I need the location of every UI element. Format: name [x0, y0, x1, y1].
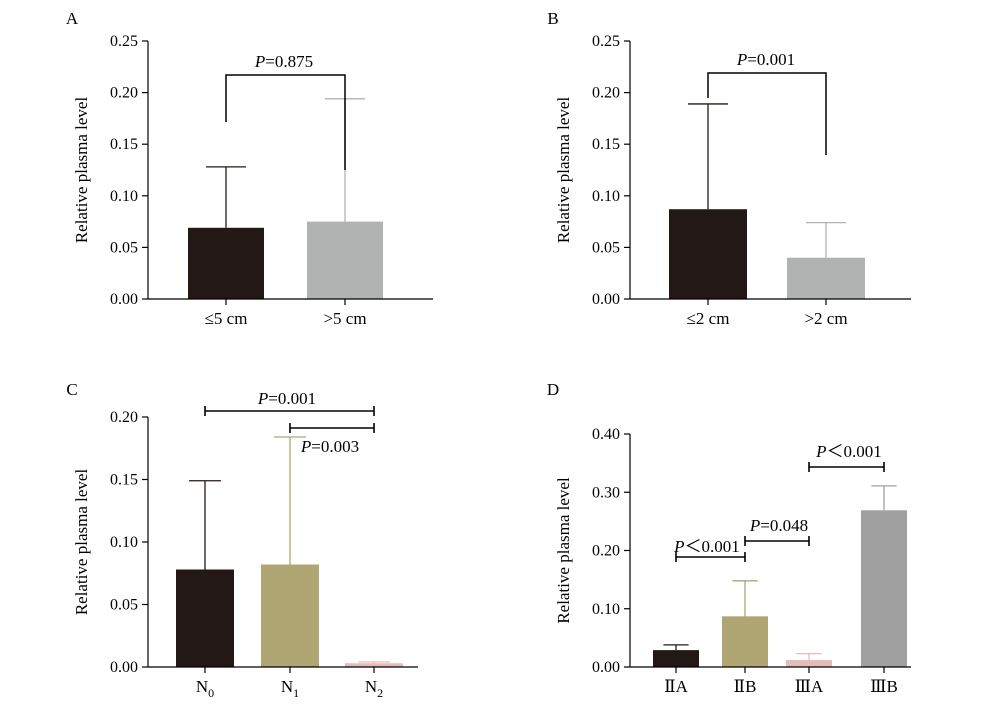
y-tick-label: 0.20 [592, 543, 620, 560]
p-value-label: P=0.001 [257, 389, 316, 408]
p-value-label: P=0.001 [736, 50, 795, 69]
chart-panel-a: A Relative plasma level 0.00 0.05 0.10 0.15 0.… [66, 9, 433, 328]
x-tick-label: N2 [365, 677, 383, 700]
p-value-label: P＜0.001 [673, 537, 740, 556]
y-tick-label: 0.00 [592, 659, 620, 676]
x-tick-label: >2 cm [804, 309, 847, 328]
y-tick-label: 0.10 [110, 534, 138, 551]
x-tick-label: ⅢB [870, 677, 898, 696]
y-tick-label: 0.25 [110, 33, 138, 50]
x-tick-label: ⅡB [734, 677, 757, 696]
x-tick-label: N0 [196, 677, 214, 700]
bar [787, 257, 865, 299]
y-tick-label: 0.30 [592, 484, 620, 501]
x-tick-label: ≤2 cm [687, 309, 730, 328]
y-tick-label: 0.15 [110, 472, 138, 489]
x-tick-label: >5 cm [323, 309, 366, 328]
y-tick-label: 0.15 [592, 136, 620, 153]
y-tick-label: 0.20 [110, 85, 138, 102]
y-tick-label: 0.25 [592, 33, 620, 50]
panel-label: C [66, 380, 77, 399]
y-axis-label: Relative plasma level [554, 97, 573, 244]
significance-bracket [707, 72, 827, 155]
y-tick-label: 0.00 [110, 291, 138, 308]
p-value-label: P=0.875 [254, 52, 313, 71]
bar [261, 564, 319, 667]
bar [861, 510, 907, 667]
x-tick-label: N1 [281, 677, 299, 700]
y-axis-label: Relative plasma level [554, 477, 573, 624]
p-value-label: P=0.003 [300, 437, 359, 456]
bar [188, 227, 264, 299]
y-tick-label: 0.20 [110, 409, 138, 426]
chart-panel-d: D Relative plasma level 0.00 0.10 0.20 0.30 0.… [547, 380, 911, 696]
significance-bracket [225, 74, 346, 170]
y-tick-label: 0.00 [110, 659, 138, 676]
y-tick-label: 0.10 [592, 188, 620, 205]
y-tick-label: 0.00 [592, 291, 620, 308]
p-value-label: P＜0.001 [815, 442, 882, 461]
y-axis-label: Relative plasma level [72, 97, 91, 244]
y-tick-label: 0.20 [592, 85, 620, 102]
y-tick-label: 0.05 [110, 239, 138, 256]
panel-label: B [547, 9, 558, 28]
x-tick-label: ⅢA [795, 677, 824, 696]
chart-panel-c: C Relative plasma level 0.00 0.05 0.10 0.15 0.… [66, 380, 418, 700]
bar [307, 221, 383, 299]
y-tick-label: 0.40 [592, 426, 620, 443]
bar [653, 650, 699, 667]
y-tick-label: 0.10 [592, 601, 620, 618]
y-tick-label: 0.15 [110, 136, 138, 153]
y-tick-label: 0.05 [592, 239, 620, 256]
panel-label: D [547, 380, 559, 399]
bar [176, 569, 234, 667]
bar [345, 663, 403, 667]
chart-panel-b: B Relative plasma level 0.00 0.05 0.10 0.15 0.… [547, 9, 911, 328]
bar [722, 616, 768, 667]
y-tick-label: 0.10 [110, 188, 138, 205]
bar [786, 660, 832, 667]
y-tick-label: 0.05 [110, 597, 138, 614]
x-tick-label: ⅡA [664, 677, 689, 696]
panel-label: A [66, 9, 79, 28]
x-tick-label: ≤5 cm [205, 309, 248, 328]
p-value-label: P=0.048 [749, 516, 808, 535]
y-axis-label: Relative plasma level [72, 469, 91, 616]
bar [669, 209, 747, 299]
